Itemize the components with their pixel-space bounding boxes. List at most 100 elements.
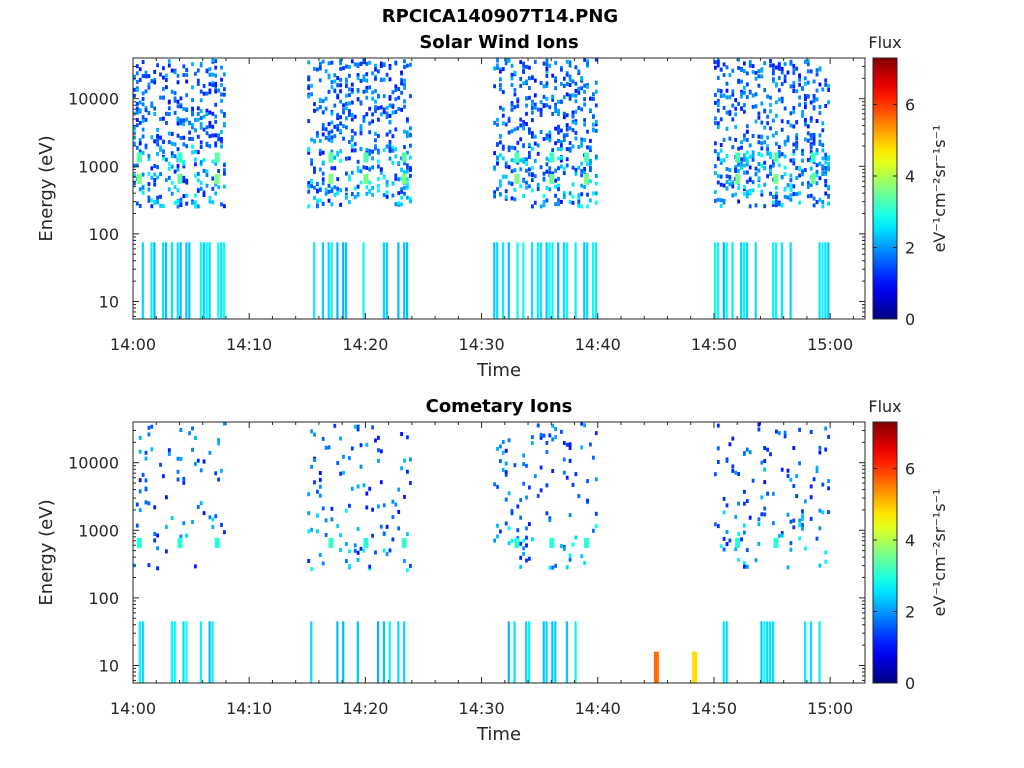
flux-cell xyxy=(766,94,769,99)
flux-cell xyxy=(528,184,531,189)
y-axis-label: Energy (eV) xyxy=(36,499,57,605)
flux-cell xyxy=(185,533,189,538)
flux-cell xyxy=(716,63,720,68)
flux-cell xyxy=(531,131,534,136)
flux-cell xyxy=(220,242,223,319)
flux-cell xyxy=(501,121,505,126)
flux-cell xyxy=(153,112,157,116)
flux-peak xyxy=(773,173,779,184)
flux-cell xyxy=(205,131,209,136)
flux-cell xyxy=(536,182,540,187)
flux-cell xyxy=(806,180,810,185)
flux-cell xyxy=(775,242,778,319)
flux-cell xyxy=(316,513,319,518)
flux-cell xyxy=(818,110,822,115)
flux-cell xyxy=(199,468,203,473)
flux-cell xyxy=(751,150,755,155)
flux-cell xyxy=(725,542,729,547)
flux-cell xyxy=(307,76,311,80)
flux-cell xyxy=(165,524,168,529)
flux-cell xyxy=(176,188,180,193)
flux-cell xyxy=(377,164,380,169)
flux-cell xyxy=(719,148,723,153)
flux-cell xyxy=(138,141,142,146)
flux-cell xyxy=(792,525,796,530)
flux-cell xyxy=(589,108,592,113)
flux-cell xyxy=(188,130,191,135)
flux-cell xyxy=(310,429,313,434)
flux-cell xyxy=(138,508,142,513)
flux-cell xyxy=(501,440,505,445)
flux-cell xyxy=(348,174,351,179)
flux-cell xyxy=(199,89,203,94)
flux-cell xyxy=(138,100,142,105)
flux-cell xyxy=(792,106,796,110)
flux-cell xyxy=(394,502,398,507)
flux-cell xyxy=(504,122,508,127)
flux-cell xyxy=(562,84,566,88)
flux-cell xyxy=(379,480,383,485)
flux-cell xyxy=(783,165,787,170)
flux-cell xyxy=(211,58,215,63)
flux-cell xyxy=(728,73,732,78)
flux-cell xyxy=(403,99,406,104)
flux-cell xyxy=(580,445,584,450)
flux-cell xyxy=(374,144,377,149)
flux-cell xyxy=(792,152,796,156)
flux-cell xyxy=(199,63,203,68)
flux-cell xyxy=(348,112,351,117)
flux-cell xyxy=(214,514,218,519)
flux-cell xyxy=(766,621,769,683)
flux-cell xyxy=(589,165,592,170)
flux-cell xyxy=(176,133,180,138)
flux-cell xyxy=(743,185,746,189)
flux-cell xyxy=(327,130,331,135)
x-tick-label: 14:00 xyxy=(110,699,156,718)
flux-cell xyxy=(560,199,563,204)
flux-cell xyxy=(780,99,784,104)
flux-cell xyxy=(342,454,345,459)
flux-cell xyxy=(406,181,409,186)
flux-cell xyxy=(144,450,148,455)
flux-cell xyxy=(533,78,537,83)
flux-cell xyxy=(789,477,793,482)
flux-cell xyxy=(371,96,374,101)
flux-cell xyxy=(583,242,586,319)
flux-cell xyxy=(531,134,534,139)
flux-peak xyxy=(584,173,590,184)
x-tick-label: 14:30 xyxy=(459,335,505,354)
flux-cell xyxy=(321,59,325,64)
flux-cell xyxy=(728,111,732,116)
flux-cell xyxy=(382,94,386,99)
flux-cell xyxy=(754,71,758,75)
flux-cell xyxy=(731,193,735,198)
flux-cell xyxy=(409,196,412,201)
flux-cell xyxy=(182,135,186,140)
flux-cell xyxy=(182,73,186,77)
flux-cell xyxy=(394,173,398,178)
flux-cell xyxy=(751,188,755,193)
flux-cell xyxy=(321,181,325,186)
flux-cell xyxy=(313,195,316,200)
flux-cell xyxy=(350,446,354,451)
flux-cell xyxy=(574,136,578,141)
flux-cell xyxy=(179,534,183,539)
flux-cell xyxy=(754,166,758,171)
flux-cell xyxy=(757,111,761,116)
flux-cell xyxy=(789,242,792,319)
flux-cell xyxy=(714,472,717,477)
flux-cell xyxy=(397,621,400,683)
flux-cell xyxy=(818,450,822,455)
flux-cell xyxy=(141,115,145,120)
flux-cell xyxy=(531,75,534,80)
flux-cell xyxy=(574,99,578,104)
flux-cell xyxy=(409,133,412,138)
flux-cell xyxy=(141,119,145,124)
flux-cell xyxy=(196,68,200,73)
flux-cell xyxy=(804,81,807,86)
flux-cell xyxy=(531,105,534,110)
flux-cell xyxy=(824,550,828,555)
flux-cell xyxy=(382,107,386,112)
flux-cell xyxy=(577,145,581,149)
flux-cell xyxy=(327,242,330,319)
